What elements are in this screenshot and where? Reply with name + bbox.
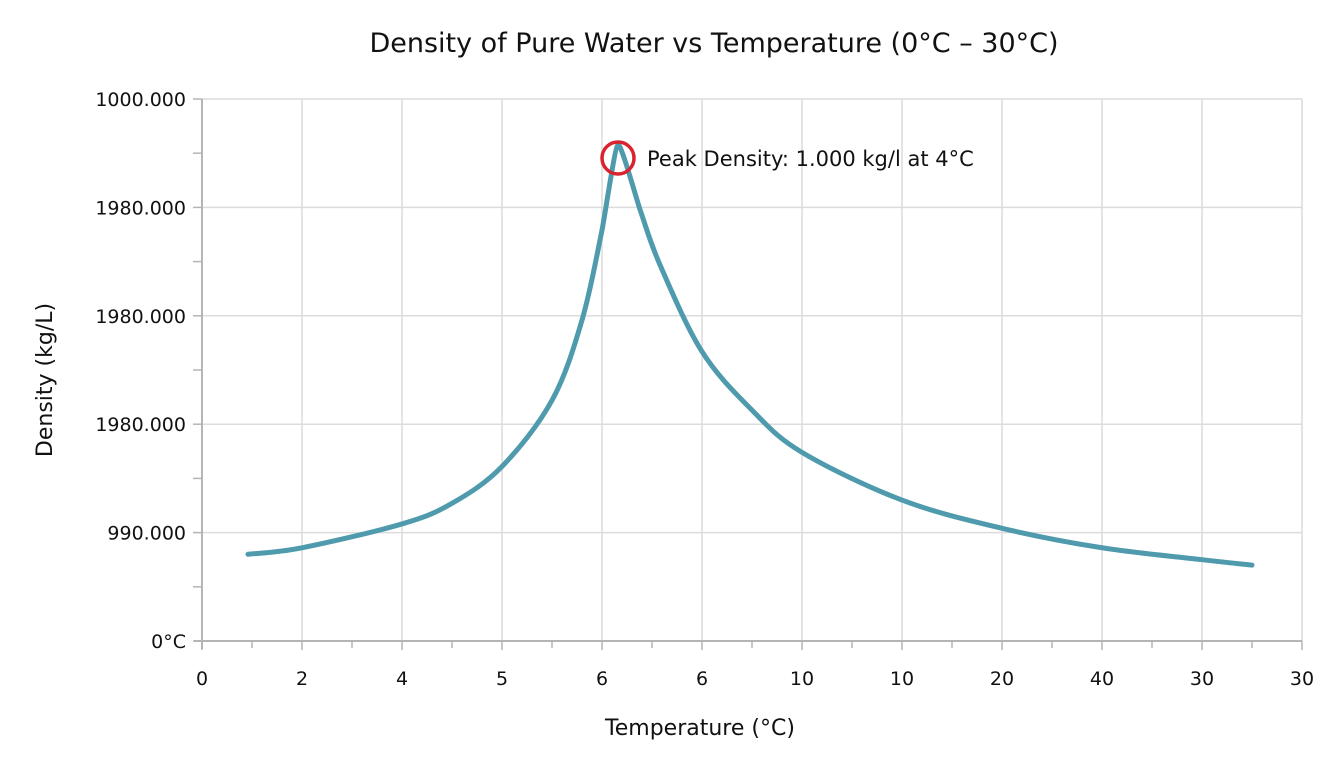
axes	[194, 99, 1302, 649]
x-tick-label: 30	[1190, 668, 1214, 690]
x-tick-label: 6	[596, 668, 608, 690]
x-tick-label: 10	[790, 668, 814, 690]
y-tick-label: 0°C	[151, 631, 186, 653]
x-tick-label: 2	[296, 668, 308, 690]
x-tick-label: 5	[496, 668, 508, 690]
peak-annotation: Peak Density: 1.000 kg/l at 4°C	[647, 147, 974, 171]
y-tick-label: 1980.000	[95, 197, 186, 219]
x-tick-label: 30	[1290, 668, 1314, 690]
x-axis-title: Temperature (°C)	[604, 716, 795, 741]
y-axis-title: Density (kg/L)	[33, 303, 58, 457]
x-axis-ticks: 0 2 4 5 6 6 10 10 20 40 30 30	[196, 641, 1314, 690]
y-tick-label: 990.000	[107, 523, 186, 545]
x-tick-label: 0	[196, 668, 208, 690]
x-tick-label: 20	[990, 668, 1014, 690]
density-curve	[245, 142, 1255, 568]
grid	[202, 98, 1303, 641]
y-axis-ticks: 0°C 990.000 1980.000 1980.000 1980.000 1000.0…	[95, 89, 202, 653]
x-tick-label: 10	[890, 668, 914, 690]
y-tick-label: 1980.000	[95, 306, 186, 328]
y-tick-label: 1000.000	[95, 89, 186, 111]
chart-title: Density of Pure Water vs Temperature (0°…	[369, 28, 1058, 59]
x-tick-label: 6	[696, 668, 708, 690]
peak-marker	[600, 140, 636, 176]
x-tick-label: 40	[1090, 668, 1114, 690]
y-tick-label: 1980.000	[95, 414, 186, 436]
x-tick-label: 4	[396, 668, 408, 690]
